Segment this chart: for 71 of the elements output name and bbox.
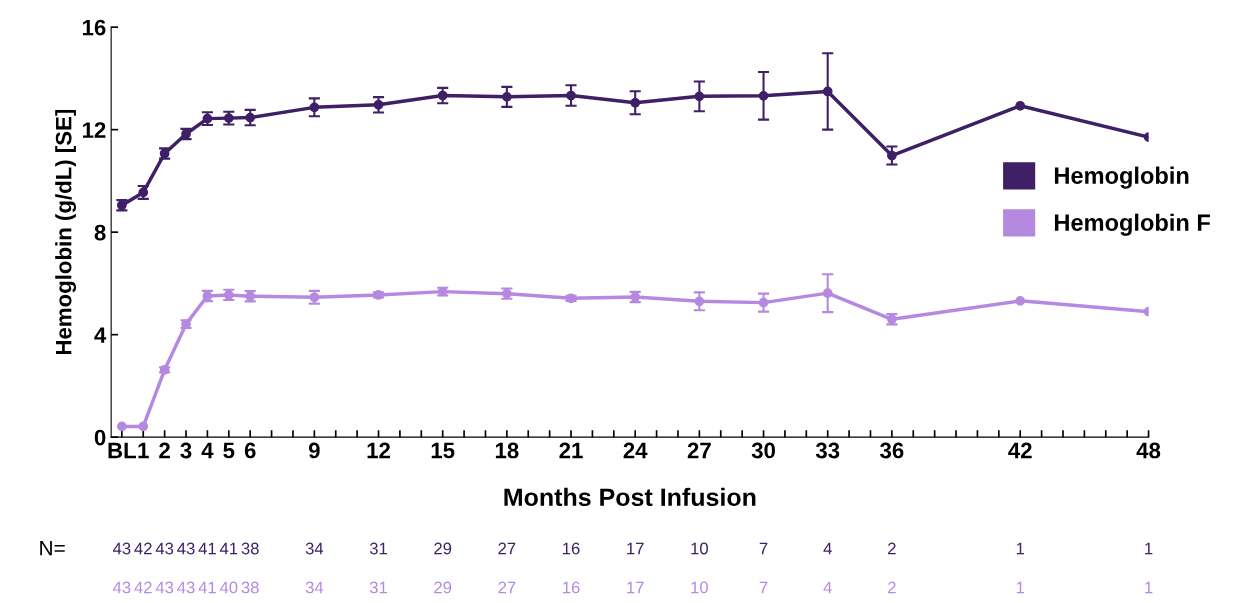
text: 43 — [112, 581, 131, 594]
text: 1 — [1016, 581, 1025, 594]
text: 7 — [759, 581, 768, 594]
text: 43 — [155, 542, 174, 555]
text: 17 — [627, 542, 644, 555]
text: 43 — [177, 542, 195, 555]
x-tick-label: 3 — [180, 442, 192, 459]
text: 41 — [198, 542, 216, 555]
text: 38 — [241, 542, 259, 555]
text: 27 — [498, 542, 516, 555]
x-tick-label: 12 — [367, 442, 390, 459]
x-tick-label: 36 — [880, 442, 904, 459]
text: 34 — [305, 542, 324, 555]
text: 10 — [691, 542, 708, 555]
text: 1 — [1145, 581, 1153, 594]
text: 34 — [305, 581, 324, 594]
text: 7 — [759, 542, 768, 555]
x-tick-label: 30 — [751, 442, 775, 459]
text: 41 — [198, 581, 216, 594]
point — [1015, 100, 1026, 111]
text: 16 — [563, 581, 580, 594]
x-tick-label: 15 — [431, 442, 455, 459]
x-tick-label: 27 — [687, 442, 711, 459]
text: 4 — [823, 581, 832, 594]
x-tick-label: 5 — [223, 442, 235, 459]
y-tick-label: 4 — [94, 327, 107, 343]
x-axis-title: Months Post Infusion — [504, 487, 756, 507]
text: 2 — [888, 581, 896, 594]
x-tick-label: 21 — [559, 442, 583, 459]
text: 29 — [434, 581, 452, 594]
y-axis-title: Hemoglobin (g/dL) [SE] — [55, 109, 77, 355]
x-tick-label: 33 — [815, 442, 840, 459]
legend-label: Hemoglobin F — [1054, 213, 1210, 236]
text: 1 — [1016, 542, 1025, 555]
text: 31 — [369, 542, 387, 555]
x-tick-label: 48 — [1136, 442, 1161, 459]
text: 2 — [888, 542, 896, 555]
y-tick-label: 8 — [94, 224, 106, 241]
text: 10 — [691, 581, 708, 594]
text: 43 — [155, 581, 174, 594]
y-tick-label: 12 — [82, 122, 106, 138]
text: 43 — [177, 581, 195, 594]
text: N= — [40, 540, 65, 556]
text: 1 — [1145, 542, 1153, 555]
text: 29 — [434, 542, 452, 555]
x-tick-label: 42 — [1008, 442, 1032, 459]
legend-label: Hemoglobin — [1054, 166, 1189, 189]
y-tick-label: 16 — [82, 19, 106, 36]
text: 38 — [241, 581, 259, 594]
text: 4 — [823, 542, 832, 555]
text: 42 — [134, 581, 152, 594]
text: 43 — [112, 542, 131, 555]
x-tick-label: 9 — [308, 442, 320, 459]
x-tick-label: 6 — [244, 442, 256, 459]
text: 16 — [563, 542, 580, 555]
point — [138, 421, 149, 432]
x-tick-label: 2 — [159, 442, 170, 459]
x-tick-label: 24 — [623, 442, 648, 459]
x-tick-label: 1 — [138, 442, 149, 459]
text: 42 — [134, 542, 152, 555]
x-tick-label: 18 — [495, 442, 519, 459]
text: 31 — [369, 581, 387, 594]
x-tick-label: BL — [108, 442, 136, 459]
text: 40 — [219, 581, 238, 594]
point — [116, 421, 127, 432]
text: 17 — [627, 581, 644, 594]
text: 41 — [219, 542, 238, 555]
x-tick-label: 4 — [201, 442, 214, 459]
point — [1015, 295, 1026, 306]
y-tick-label: 0 — [94, 429, 106, 446]
text: 27 — [498, 581, 516, 594]
